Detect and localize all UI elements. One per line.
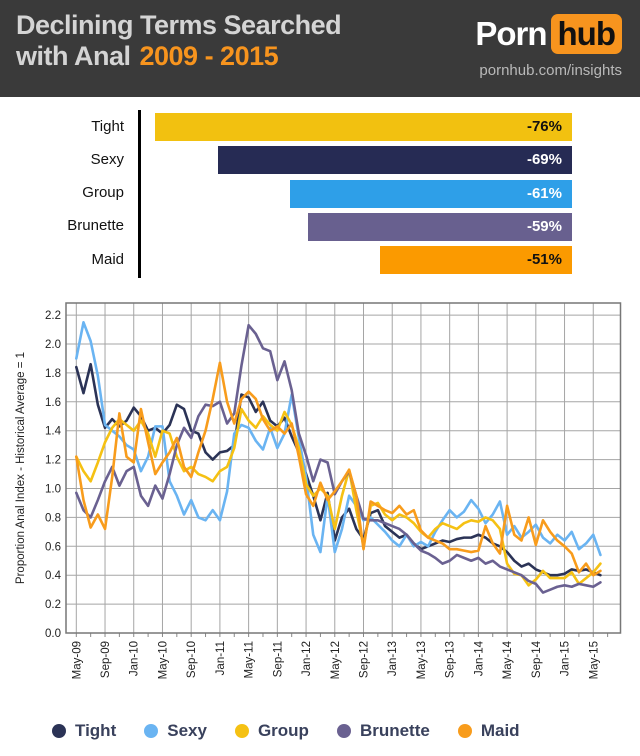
y-tick-label: 0.8	[45, 512, 61, 524]
y-tick-label: 2.0	[45, 339, 61, 351]
x-tick-label: Sep-10	[186, 641, 198, 678]
bar-category-label: Brunette	[67, 217, 124, 235]
x-tick-label: Jan-12	[301, 641, 313, 676]
line-chart-svg: 0.0 0.2 0.4 0.6 0.8 1.0 1.2 1.4 1.6 1.8 2.0 2.2 May-…	[15, 302, 622, 679]
legend-item-brunette: Brunette	[336, 720, 430, 741]
x-tick-label: May-10	[157, 641, 169, 679]
bar-tight: -76%	[155, 113, 572, 141]
pornhub-logo: Porn hub	[475, 14, 622, 54]
legend-item-tight: Tight	[52, 721, 116, 741]
y-tick-label: 1.8	[45, 368, 61, 380]
series-line-group	[75, 407, 602, 587]
bar-value-label: -61%	[526, 184, 562, 202]
bar-category-label: Sexy	[90, 150, 124, 168]
bar-sexy: -69%	[218, 146, 572, 175]
logo-porn-text: Porn	[475, 15, 547, 52]
x-tick-label: May-12	[330, 641, 342, 679]
bar-value-label: -51%	[526, 251, 562, 269]
legend-dot-icon	[234, 723, 249, 738]
y-tick-label: 1.2	[45, 455, 61, 467]
legend-label: Group	[257, 720, 309, 740]
bar-brunette: -59%	[308, 212, 572, 241]
bar-maid: -51%	[380, 246, 572, 275]
legend-dot-icon	[457, 723, 472, 738]
x-tick-label: Jan-11	[215, 641, 227, 675]
x-tick-label: May-15	[588, 641, 600, 679]
legend-label: Maid	[480, 720, 520, 740]
page-title: Declining Terms Searched with Anal 2009 -…	[16, 10, 342, 72]
bar-chart-axis	[138, 110, 141, 278]
legend-dot-icon	[144, 723, 159, 738]
x-tick-label: Sep-14	[531, 640, 543, 678]
bar-group: -61%	[290, 179, 572, 208]
y-tick-label: 2.2	[45, 310, 61, 322]
title-line1: Declining Terms Searched	[16, 10, 342, 40]
bar-category-label: Tight	[91, 117, 124, 135]
x-tick-label: Sep-09	[100, 641, 112, 678]
legend-label: Sexy	[167, 720, 207, 740]
bar-value-label: -69%	[526, 151, 562, 169]
y-tick-label: 0.4	[45, 570, 62, 582]
x-tick-label: Jan-10	[129, 641, 141, 676]
y-tick-label: 0.6	[45, 541, 61, 553]
title-line2: with Anal	[16, 41, 131, 71]
y-tick-label: 0.0	[45, 628, 61, 640]
x-tick-label: Jan-13	[387, 641, 399, 676]
logo-hub-badge: hub	[550, 14, 622, 54]
legend-dot-icon	[336, 723, 351, 738]
x-tick-label: Sep-11	[272, 641, 284, 677]
y-tick-label: 1.6	[45, 397, 61, 409]
x-tick-label: May-09	[71, 641, 83, 679]
x-tick-label: Sep-12	[359, 641, 371, 678]
y-axis-title: Proportion Anal Index - Historical Avera…	[15, 352, 27, 584]
legend-item-sexy: Sexy	[144, 721, 207, 741]
series-line-maid	[75, 361, 602, 577]
line-chart: 0.0 0.2 0.4 0.6 0.8 1.0 1.2 1.4 1.6 1.8 2.0 2.2 May-…	[0, 290, 640, 705]
x-tick-label: Jan-14	[473, 640, 485, 676]
y-tick-label: 1.0	[45, 484, 61, 496]
title-years: 2009 - 2015	[139, 41, 279, 71]
x-tick-label: May-13	[416, 641, 428, 679]
x-tick-label: May-14	[502, 640, 514, 679]
site-url: pornhub.com/insights	[479, 62, 622, 79]
legend-item-maid: Maid	[457, 720, 520, 741]
series-line-brunette	[75, 323, 602, 594]
y-tick-label: 1.4	[45, 426, 62, 438]
x-tick-label: May-11	[244, 641, 256, 679]
bar-chart: Tight -76% Sexy -69% Group -61% Brunette -59% Ma…	[0, 97, 640, 290]
bar-value-label: -59%	[526, 217, 562, 235]
y-tick-label: 0.2	[45, 599, 61, 611]
x-tick-label: Sep-13	[445, 641, 457, 678]
legend-dot-icon	[52, 723, 66, 738]
legend: Tight Sexy Group Brunette Maid	[0, 705, 640, 756]
plot-border	[65, 302, 622, 634]
bar-value-label: -76%	[526, 118, 562, 135]
legend-item-group: Group	[234, 720, 309, 741]
x-tick-label: Jan-15	[560, 641, 572, 676]
legend-label: Brunette	[359, 720, 430, 740]
bar-category-label: Maid	[91, 250, 124, 268]
header: Declining Terms Searched with Anal 2009 -…	[0, 0, 640, 97]
legend-label: Tight	[75, 720, 117, 740]
series-line-sexy	[75, 321, 602, 557]
bar-category-label: Group	[82, 184, 124, 202]
